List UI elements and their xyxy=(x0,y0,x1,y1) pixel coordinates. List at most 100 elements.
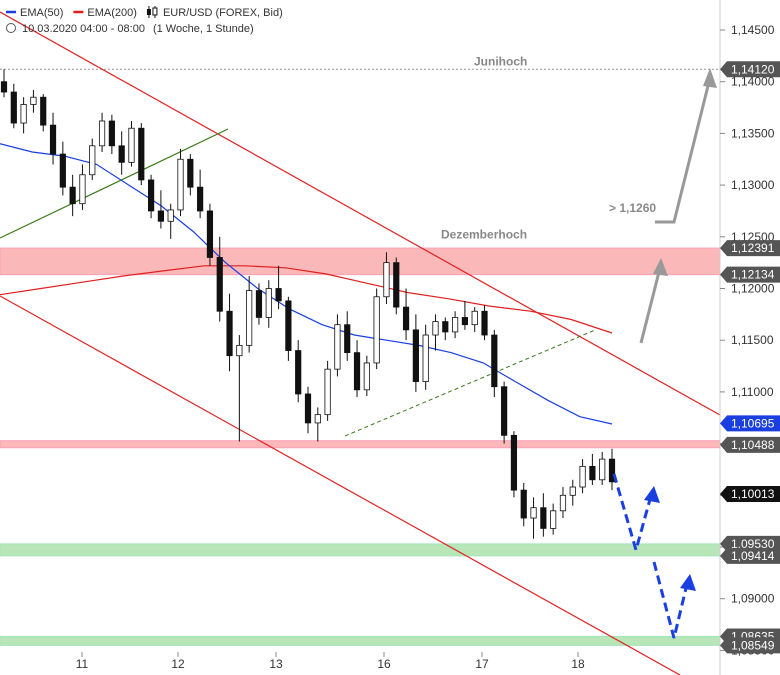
y-tick-label: 1,11500 xyxy=(731,333,774,347)
annotations: Junihoch Dezemberhoch > 1,1260 xyxy=(441,54,656,241)
candle-body xyxy=(540,507,547,529)
candle-body xyxy=(0,81,8,93)
candle-body xyxy=(393,262,400,308)
price-badge-bg xyxy=(720,637,780,654)
candle xyxy=(510,431,518,498)
candle-body xyxy=(304,393,312,424)
x-tick-label: 11 xyxy=(76,657,89,671)
candle-body xyxy=(147,179,155,212)
candle-body xyxy=(187,158,194,188)
candle-body xyxy=(501,386,508,436)
candle-icon-body xyxy=(152,7,158,16)
candle xyxy=(422,324,429,390)
price-zone xyxy=(0,440,721,449)
candle-body xyxy=(79,174,86,205)
candle xyxy=(393,257,400,315)
candle xyxy=(550,503,557,535)
x-tick-label: 13 xyxy=(269,657,283,671)
forecast-arrowhead-1 xyxy=(644,486,660,503)
candle xyxy=(314,407,321,442)
candle xyxy=(236,335,243,442)
upper-channel-line xyxy=(0,11,721,416)
legend-label: EMA(200) xyxy=(87,7,137,19)
candle xyxy=(285,296,292,361)
forecast-path-2 xyxy=(652,561,690,639)
candle-body xyxy=(344,324,351,354)
candle-body xyxy=(383,262,390,298)
candle xyxy=(40,94,47,132)
candle xyxy=(138,123,145,186)
price-badge: 1,14120 xyxy=(720,61,780,78)
price-badge-bg xyxy=(720,266,780,283)
candle xyxy=(226,293,233,372)
price-badge: 1,09414 xyxy=(720,547,780,564)
candle xyxy=(167,203,174,239)
candle xyxy=(265,280,272,328)
candle xyxy=(216,236,223,322)
candle xyxy=(10,83,17,129)
candle-body xyxy=(285,300,292,351)
candle xyxy=(599,451,606,485)
candle-body xyxy=(49,124,57,155)
price-axis: 1,145001,140001,135001,130001,125001,120… xyxy=(719,0,780,675)
candle xyxy=(157,190,164,229)
candle xyxy=(383,252,390,305)
price-badge-label: 1,09530 xyxy=(731,537,775,551)
target-arrow-lower xyxy=(639,267,662,344)
candle-body xyxy=(589,465,596,481)
candle-body xyxy=(246,290,253,346)
price-badge-label: 1,10013 xyxy=(731,487,775,501)
ema50-line xyxy=(0,143,613,425)
candle-body xyxy=(481,310,488,336)
candle-body xyxy=(20,104,27,124)
candle xyxy=(481,305,488,341)
price-badge-label: 1,12134 xyxy=(731,268,775,282)
target-arrowhead-upper xyxy=(703,68,717,88)
candle-body xyxy=(530,507,537,519)
candle-body xyxy=(599,458,606,481)
candle-body xyxy=(510,434,518,491)
candle-body xyxy=(520,489,527,519)
price-badge-bg xyxy=(720,240,780,257)
annotation-label: Junihoch xyxy=(474,54,527,68)
candle xyxy=(246,276,253,353)
price-badge-label: 1,10488 xyxy=(731,438,775,452)
x-tick-label: 17 xyxy=(475,657,489,671)
candle xyxy=(353,340,361,398)
candle xyxy=(324,360,331,421)
candle-body xyxy=(550,510,557,529)
price-zone xyxy=(0,543,721,557)
candle-body xyxy=(89,145,96,176)
y-tick-label: 1,14500 xyxy=(731,23,775,37)
candle xyxy=(530,497,537,539)
price-badge-label: 1,09414 xyxy=(731,549,775,563)
price-zone xyxy=(0,247,721,276)
candle-body xyxy=(128,127,135,163)
price-badge-label: 1,12391 xyxy=(731,241,775,255)
candle-body xyxy=(255,290,263,318)
target-arrowhead-lower xyxy=(653,258,668,276)
candle xyxy=(275,265,282,310)
candle xyxy=(206,203,214,266)
price-badge: 1,08549 xyxy=(720,637,780,654)
y-tick-label: 1,13500 xyxy=(731,126,775,140)
candle xyxy=(147,174,155,219)
price-badge-bg xyxy=(720,436,780,453)
green-trend-line xyxy=(0,128,229,239)
candle-body xyxy=(226,310,233,357)
ema200-line xyxy=(0,265,613,334)
candle xyxy=(402,288,410,341)
candle-body xyxy=(402,306,410,331)
y-tick-label: 1,14000 xyxy=(731,75,775,89)
candle-icon-body xyxy=(146,9,151,15)
candle-body xyxy=(353,352,361,391)
candle xyxy=(128,120,135,167)
candle-body xyxy=(432,321,439,336)
candle-body xyxy=(206,210,214,258)
candle xyxy=(69,174,76,217)
candle-body xyxy=(442,321,449,333)
candle xyxy=(608,448,616,491)
candle xyxy=(177,148,184,217)
candle-body xyxy=(30,96,37,105)
price-badge-bg xyxy=(720,547,780,564)
